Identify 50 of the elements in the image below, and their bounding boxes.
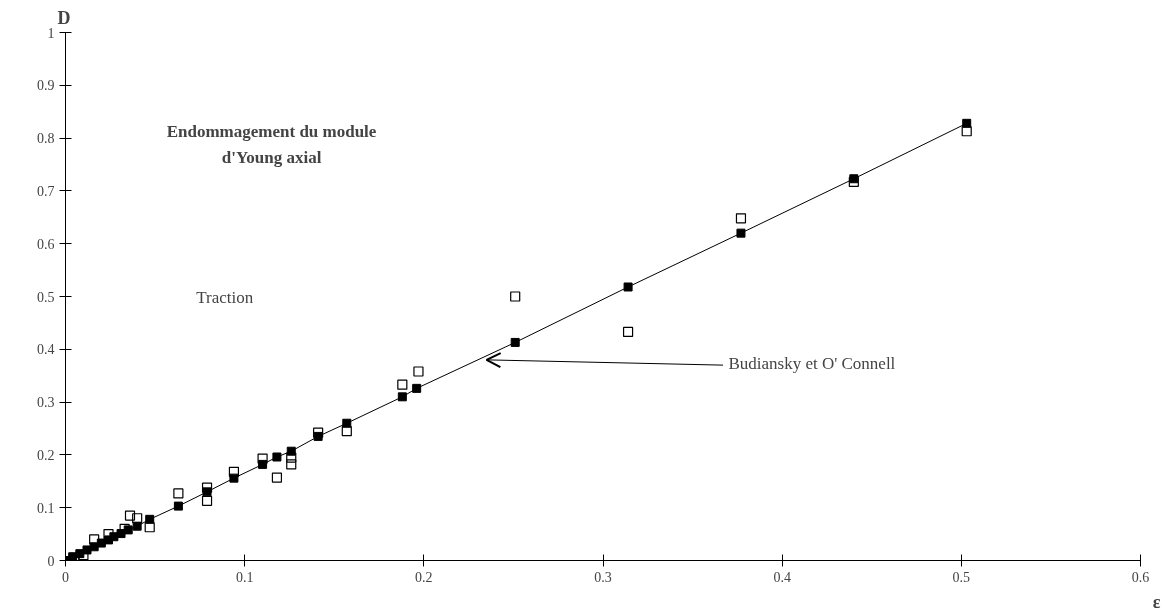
y-tick-label: 0.6 xyxy=(37,236,55,252)
point xyxy=(201,482,213,493)
point xyxy=(622,326,634,337)
x-tick-label: 0.6 xyxy=(1131,569,1150,585)
point xyxy=(313,427,324,438)
point xyxy=(413,366,424,377)
y-tick-label: 0.8 xyxy=(37,131,55,147)
point xyxy=(736,228,746,238)
point xyxy=(271,472,283,483)
point xyxy=(412,383,422,393)
x-axis-title: ε xyxy=(1152,591,1161,612)
point xyxy=(173,488,184,499)
x-tick-label: 0.3 xyxy=(594,569,612,585)
point xyxy=(623,282,633,292)
point xyxy=(341,426,352,437)
y-tick-label: 0.4 xyxy=(37,342,55,358)
point xyxy=(144,522,155,533)
point xyxy=(272,452,282,462)
point xyxy=(735,213,747,224)
text: Endommagement du module d'Young axial xyxy=(166,121,377,168)
y-axis-title: D xyxy=(57,7,71,28)
point xyxy=(201,495,213,506)
point xyxy=(228,466,240,477)
point xyxy=(961,126,972,137)
point xyxy=(397,379,408,390)
point xyxy=(132,513,143,524)
y-tick-label: 1 xyxy=(47,25,55,41)
point xyxy=(173,501,183,511)
point xyxy=(257,453,268,464)
y-tick-label: 0.7 xyxy=(37,183,55,199)
y-tick-label: 0.1 xyxy=(37,500,55,516)
point xyxy=(286,459,297,470)
y-tick-label: 0.2 xyxy=(37,447,55,463)
point xyxy=(510,291,521,302)
y-tick-label: 0.9 xyxy=(37,78,55,94)
annotation: Traction xyxy=(196,288,254,308)
point xyxy=(397,392,407,402)
x-tick-label: 0.4 xyxy=(773,569,791,585)
point xyxy=(124,510,136,521)
x-tick-label: 0.2 xyxy=(415,569,433,585)
annotation: Budiansky et O' Connell xyxy=(728,354,896,374)
point xyxy=(848,176,859,188)
x-tick-label: 0 xyxy=(62,569,69,585)
y-tick-label: 0 xyxy=(47,553,55,569)
point xyxy=(510,337,520,347)
y-tick-label: 0.5 xyxy=(37,289,55,305)
x-tick-label: 0.1 xyxy=(235,569,254,585)
point xyxy=(286,452,297,463)
y-tick-label: 0.3 xyxy=(37,395,55,411)
x-tick-label: 0.5 xyxy=(952,569,971,585)
